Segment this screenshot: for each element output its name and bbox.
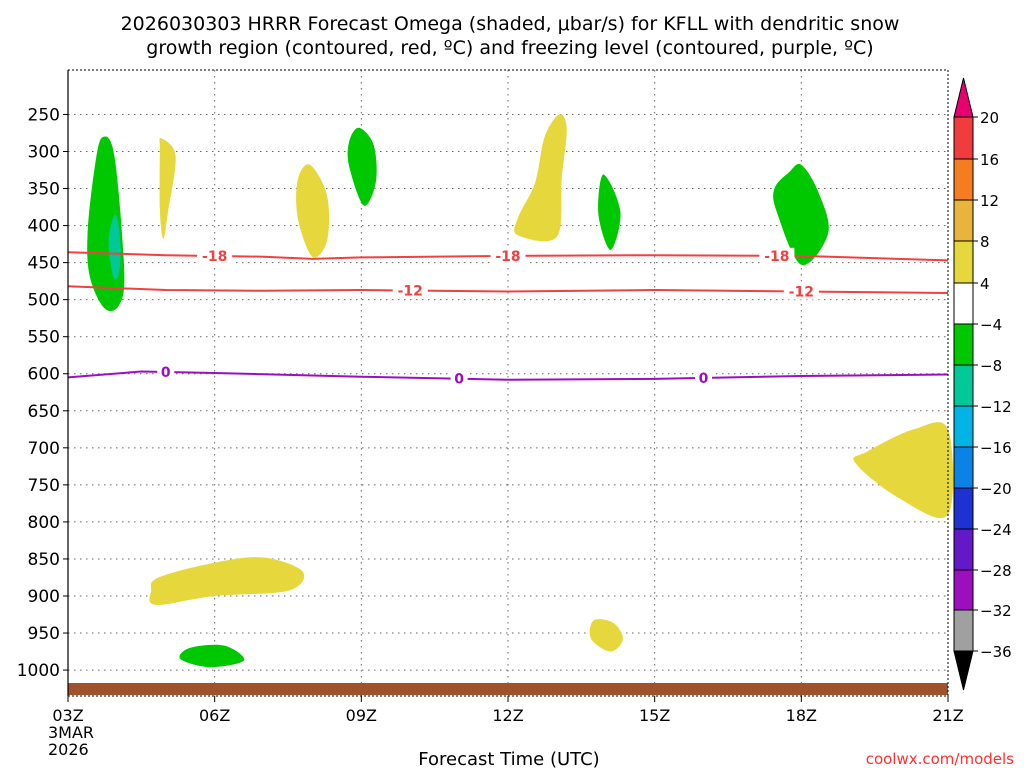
contour-label-bg [392, 282, 428, 299]
y-tick-label: 750 [28, 476, 60, 496]
date-label-year: 2026 [48, 740, 89, 759]
colorbar-swatch [953, 282, 974, 325]
y-tick-label: 350 [28, 180, 60, 200]
colorbar-label: −4 [980, 316, 1002, 334]
ground-surface-band [68, 683, 948, 695]
y-axis-ticks: 250 300 350 400 450 500 550 600 650 700 750 800 850 9… [17, 105, 68, 681]
contour-label: -18 [202, 249, 227, 265]
y-tick-label: 300 [28, 142, 60, 162]
x-axis-ticks: 03Z 06Z 09Z 12Z 15Z 18Z 21Z [52, 696, 964, 725]
colorbar-swatch [953, 240, 974, 284]
omega-region-green [773, 163, 829, 266]
omega-region-green [347, 127, 377, 206]
contour-label: -18 [495, 249, 520, 265]
chart-title-line1: 2026030303 HRRR Forecast Omega (shaded, … [121, 13, 900, 35]
contour-dgz-bottom [67, 285, 949, 294]
colorbar-label: −8 [980, 357, 1002, 375]
colorbar-label: 8 [980, 233, 990, 251]
colorbar-top-arrow [953, 77, 974, 118]
contour-label: 0 [699, 371, 709, 387]
omega-region-yellow [149, 557, 305, 605]
omega-region-yellow [296, 164, 330, 258]
colorbar-swatch [953, 487, 974, 530]
omega-region-green [598, 174, 621, 251]
y-tick-label: 550 [28, 328, 60, 348]
colorbar: 20 16 12 8 4 −4 −8 −12 −16 −20 −24 −28 −32 −36 [953, 77, 1012, 691]
contours: -18 -18 -18 -12 -12 0 0 0 [67, 247, 949, 388]
omega-region-green [179, 644, 245, 668]
x-tick-label: 21Z [932, 706, 963, 725]
y-tick-label: 450 [28, 254, 60, 274]
colorbar-label: −32 [980, 602, 1012, 620]
contour-label-bg [695, 369, 713, 386]
credit-text: coolwx.com/models [866, 750, 1014, 768]
colorbar-label: 20 [980, 109, 999, 127]
contour-label-bg [450, 370, 468, 387]
contour-freezing-level [67, 370, 949, 381]
y-tick-label: 500 [28, 291, 60, 311]
colorbar-bottom-arrow [953, 650, 974, 691]
x-tick-label: 09Z [346, 706, 377, 725]
omega-region-yellow [589, 619, 623, 652]
colorbar-swatch [953, 528, 974, 571]
y-tick-label: 600 [28, 365, 60, 385]
colorbar-label: −36 [980, 643, 1012, 661]
x-axis-label: Forecast Time (UTC) [418, 749, 599, 768]
x-tick-label: 18Z [786, 706, 817, 725]
contour-label-bg [490, 247, 526, 264]
colorbar-label: −20 [980, 480, 1012, 498]
omega-region-yellow [853, 422, 954, 519]
contour-label-bg [783, 283, 819, 300]
omega-region-yellow [159, 138, 176, 239]
colorbar-swatch [953, 323, 974, 366]
contour-label-bg [157, 364, 175, 381]
contour-label: -12 [789, 285, 814, 301]
colorbar-swatch [953, 446, 974, 489]
contour-label: 0 [161, 365, 171, 381]
y-tick-label: 900 [28, 587, 60, 607]
colorbar-swatch [953, 158, 974, 201]
y-tick-label: 400 [28, 217, 60, 237]
colorbar-swatch [953, 199, 974, 242]
x-tick-label: 15Z [639, 706, 670, 725]
colorbar-label: 4 [980, 275, 990, 293]
x-tick-label: 12Z [492, 706, 523, 725]
y-tick-label: 800 [28, 513, 60, 533]
colorbar-label: −12 [980, 398, 1012, 416]
colorbar-label: −24 [980, 521, 1012, 539]
colorbar-label: 12 [980, 192, 999, 210]
colorbar-swatch [953, 116, 974, 160]
y-tick-label: 700 [28, 439, 60, 459]
colorbar-label: −16 [980, 439, 1012, 457]
colorbar-label: 16 [980, 151, 999, 169]
colorbar-label: −28 [980, 562, 1012, 580]
y-tick-label: 1000 [17, 661, 60, 681]
contour-label-bg [759, 247, 795, 264]
x-tick-label: 03Z [52, 706, 83, 725]
x-tick-label: 06Z [199, 706, 230, 725]
y-tick-label: 850 [28, 550, 60, 570]
colorbar-swatch [953, 569, 974, 611]
omega-region-yellow [514, 114, 567, 242]
omega-region-teal [108, 214, 121, 280]
y-tick-label: 650 [28, 402, 60, 422]
chart-title-line2: growth region (contoured, red, ºC) and f… [146, 37, 873, 59]
contour-label: -12 [398, 284, 423, 300]
colorbar-swatch [953, 609, 974, 652]
y-tick-label: 250 [28, 105, 60, 125]
contour-label: -18 [764, 249, 789, 265]
date-label-month: 3MAR [48, 723, 94, 742]
colorbar-swatch [953, 364, 974, 407]
omega-shading [87, 114, 954, 668]
contour-label: 0 [454, 372, 464, 388]
contour-label-bg [197, 247, 233, 264]
colorbar-swatch [953, 405, 974, 448]
y-tick-label: 950 [28, 624, 60, 644]
